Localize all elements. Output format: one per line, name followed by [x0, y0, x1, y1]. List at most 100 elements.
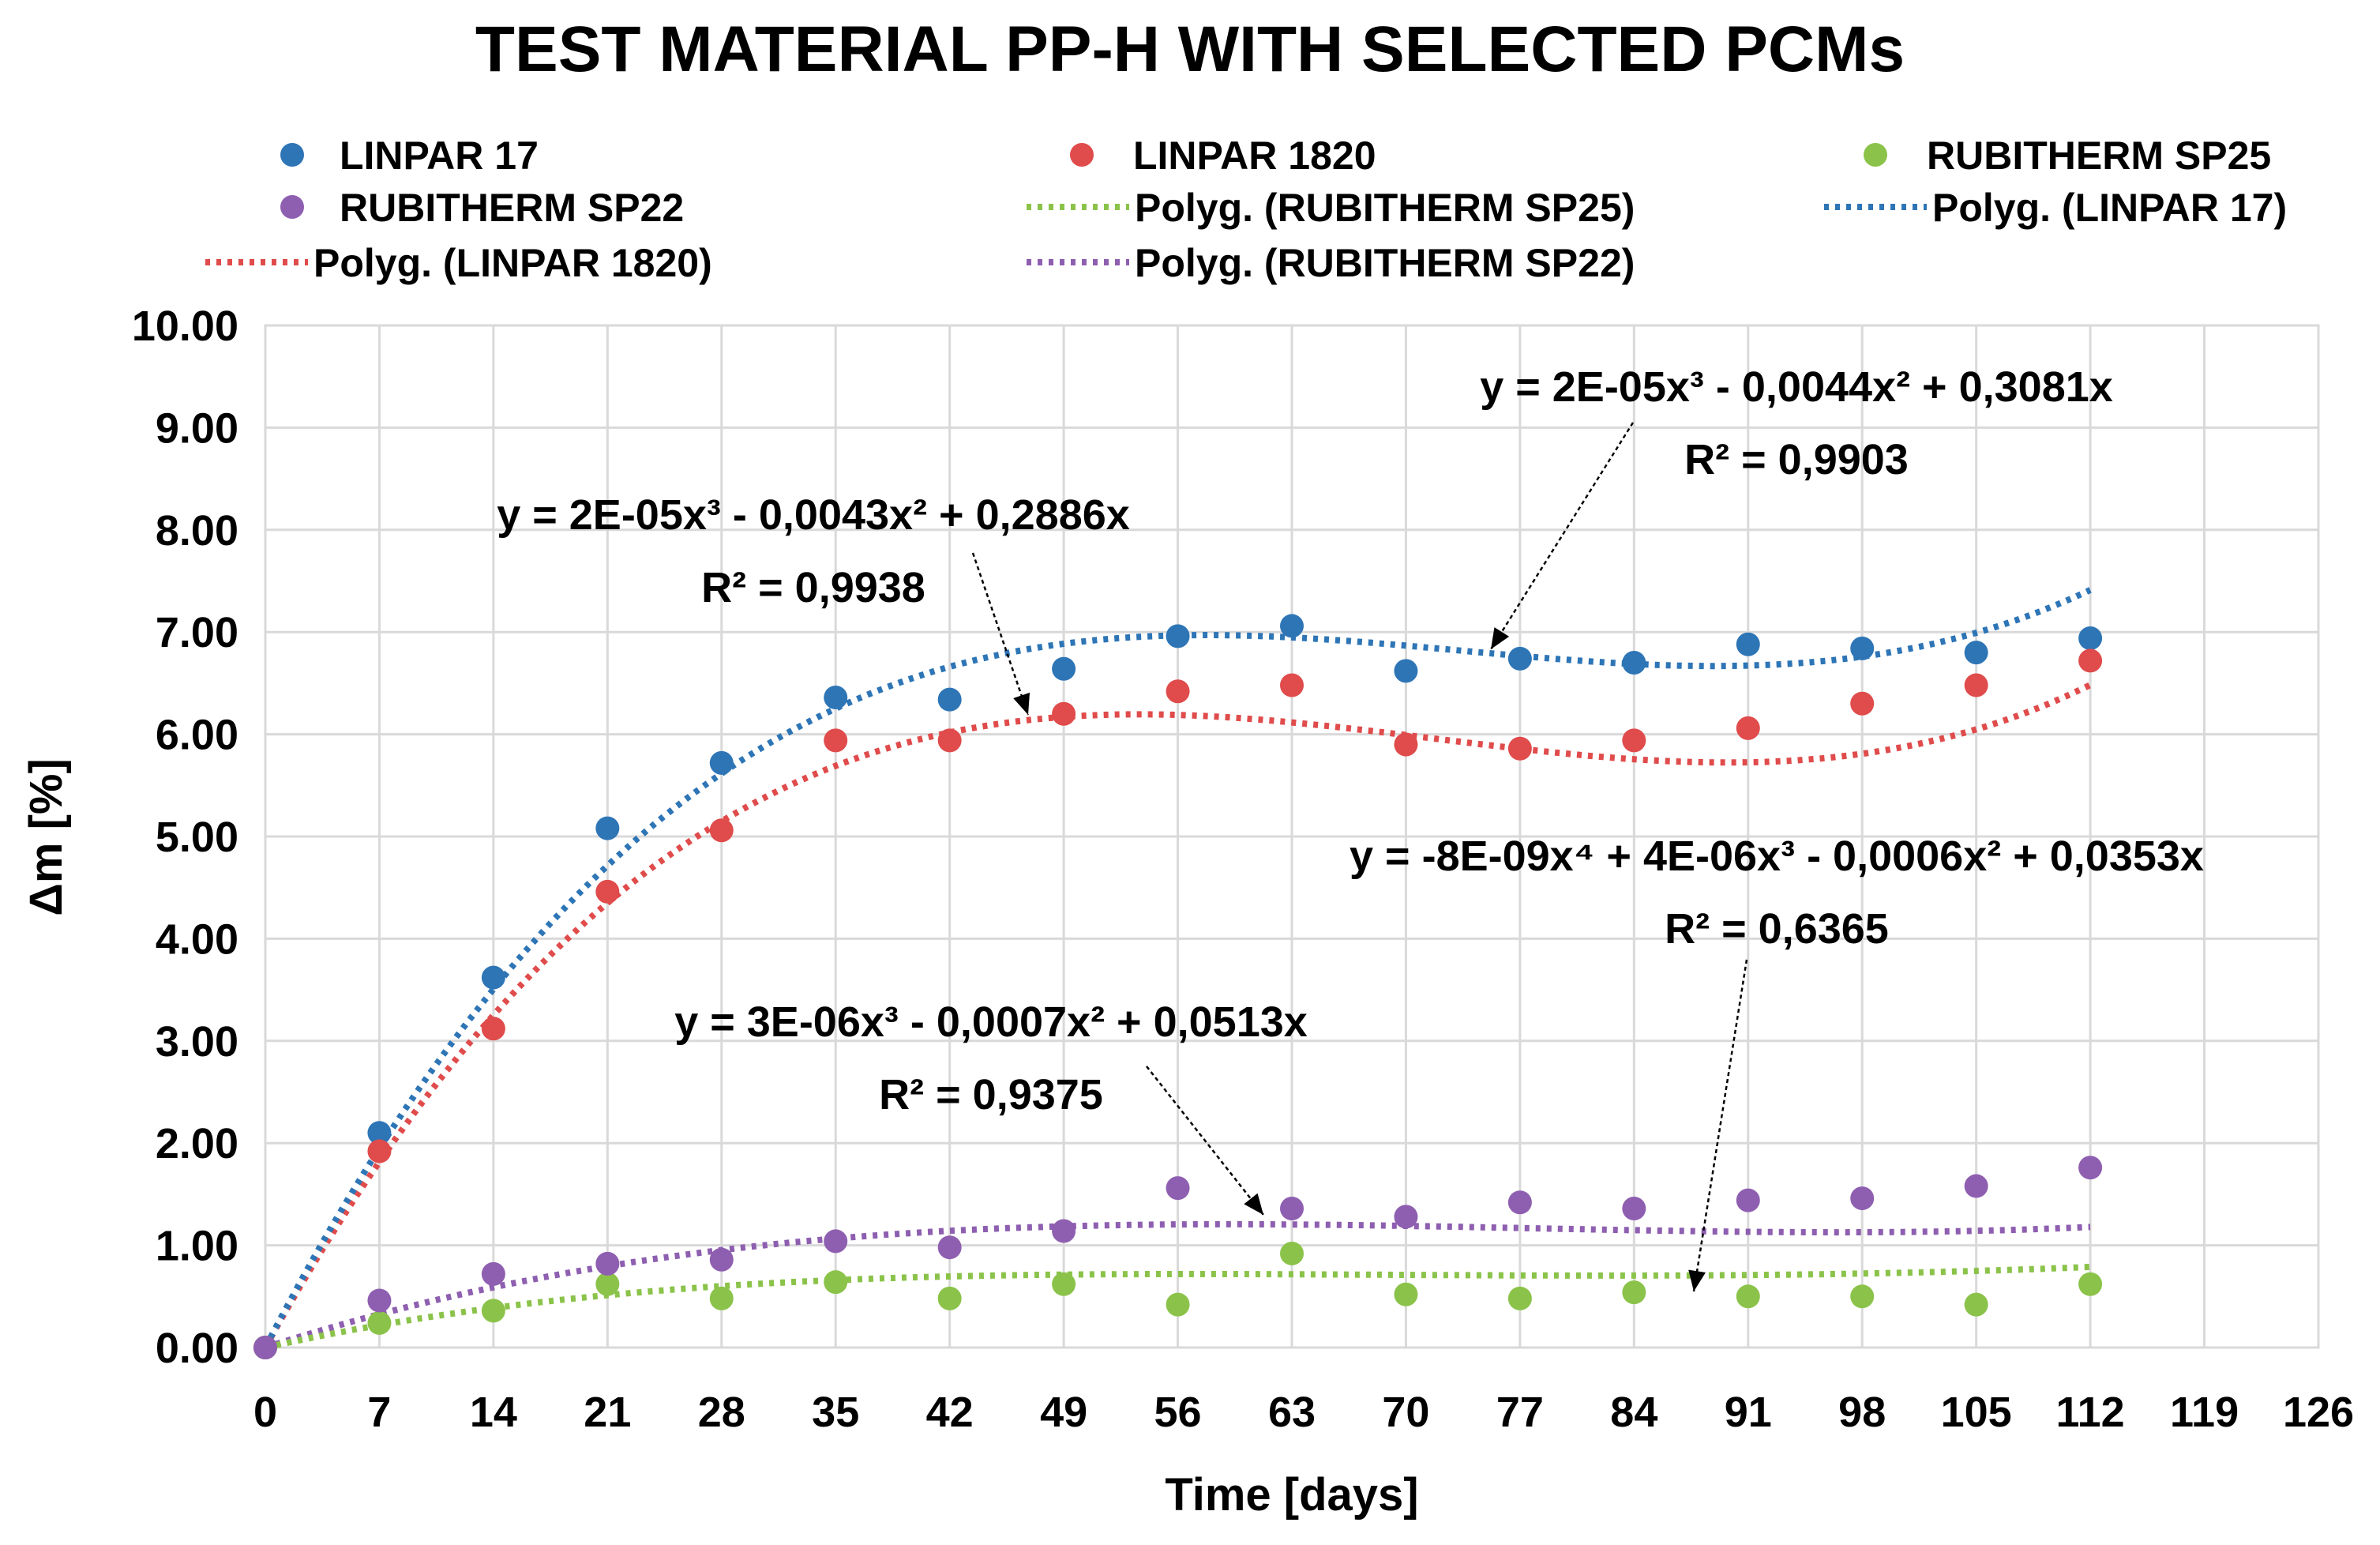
x-tick-label: 42	[926, 1389, 974, 1436]
point-rubitherm-sp25	[1052, 1272, 1076, 1296]
y-tick-label: 1.00	[156, 1223, 238, 1270]
point-linpar-17	[1964, 641, 1988, 665]
legend: LINPAR 17 LINPAR 1820 RUBITHERM SP25 RUB…	[205, 133, 2287, 285]
point-linpar-17	[1622, 651, 1646, 675]
point-rubitherm-sp22	[824, 1229, 848, 1254]
point-rubitherm-sp22	[1052, 1219, 1076, 1243]
y-tick-label: 0.00	[156, 1325, 238, 1372]
legend-item-rubitherm-sp22: RUBITHERM SP22	[280, 186, 684, 230]
y-tick-label: 10.00	[132, 303, 238, 350]
point-rubitherm-sp25	[1280, 1241, 1304, 1265]
point-rubitherm-sp25	[367, 1310, 392, 1335]
point-linpar-1820	[595, 879, 620, 904]
y-tick-label: 2.00	[156, 1120, 238, 1167]
point-rubitherm-sp22	[253, 1336, 277, 1359]
point-rubitherm-sp25	[1166, 1292, 1190, 1317]
legend-label-linpar-17: LINPAR 17	[340, 133, 539, 178]
arrow-linpar-1820-head	[1013, 692, 1030, 715]
r2-rubitherm-sp22: R² = 0,9375	[879, 1071, 1103, 1118]
point-linpar-17	[709, 750, 734, 775]
annotation-rubitherm-sp22: y = 3E-06x³ - 0,0007x² + 0,0513x R² = 0,…	[674, 998, 1308, 1118]
point-linpar-17	[1052, 656, 1076, 681]
equation-rubitherm-sp22: y = 3E-06x³ - 0,0007x² + 0,0513x	[674, 998, 1308, 1046]
point-linpar-1820	[2078, 648, 2103, 673]
x-tick-label: 91	[1725, 1389, 1772, 1436]
point-rubitherm-sp22	[937, 1235, 962, 1260]
point-linpar-1820	[709, 818, 734, 843]
chart-title: TEST MATERIAL PP-H WITH SELECTED PCMs	[475, 13, 1905, 85]
legend-label-rubitherm-sp22: RUBITHERM SP22	[340, 186, 684, 230]
point-rubitherm-sp25	[1736, 1284, 1760, 1309]
annotation-rubitherm-sp25: y = -8E-09x⁴ + 4E-06x³ - 0,0006x² + 0,03…	[1350, 833, 2204, 953]
arrow-linpar-17-head	[1491, 627, 1510, 649]
point-linpar-17	[595, 816, 620, 840]
legend-item-trend-rubitherm-sp22: Polyg. (RUBITHERM SP22)	[1027, 241, 1635, 285]
x-tick-label: 56	[1154, 1389, 1202, 1436]
x-tick-label: 0	[253, 1389, 277, 1436]
point-rubitherm-sp22	[481, 1261, 505, 1286]
x-tick-label: 112	[2056, 1389, 2125, 1436]
x-tick-label: 14	[470, 1389, 517, 1436]
point-rubitherm-sp25	[824, 1270, 848, 1295]
legend-label-trend-rubitherm-sp25: Polyg. (RUBITHERM SP25)	[1135, 186, 1635, 230]
annotation-linpar-17: y = 2E-05x³ - 0,0044x² + 0,3081x R² = 0,…	[1480, 363, 2113, 483]
point-rubitherm-sp25	[937, 1286, 962, 1310]
legend-label-linpar-1820: LINPAR 1820	[1133, 133, 1376, 178]
arrow-rubitherm-sp22-line	[1146, 1066, 1264, 1216]
x-tick-label: 70	[1382, 1389, 1429, 1436]
point-rubitherm-sp25	[1964, 1292, 1988, 1317]
point-rubitherm-sp25	[1850, 1284, 1875, 1309]
point-linpar-17	[1394, 659, 1418, 683]
x-tick-label: 77	[1496, 1389, 1544, 1436]
x-tick-label: 84	[1610, 1389, 1657, 1436]
r2-linpar-1820: R² = 0,9938	[701, 564, 925, 611]
y-tick-label: 5.00	[156, 814, 238, 861]
plot-area	[264, 324, 2320, 1349]
arrow-rubitherm-sp25	[1688, 959, 1748, 1292]
point-rubitherm-sp22	[367, 1288, 392, 1313]
point-rubitherm-sp22	[1622, 1197, 1646, 1221]
point-rubitherm-sp22	[2078, 1156, 2103, 1180]
x-axis-title: Time [days]	[1165, 1469, 1418, 1521]
point-rubitherm-sp25	[2078, 1272, 2103, 1296]
x-tick-label: 119	[2170, 1389, 2239, 1436]
point-rubitherm-sp22	[1166, 1176, 1190, 1201]
arrow-rubitherm-sp25-head	[1688, 1269, 1706, 1291]
point-rubitherm-sp22	[1507, 1190, 1532, 1215]
legend-item-linpar-1820: LINPAR 1820	[1070, 133, 1376, 178]
data-points	[253, 614, 2103, 1359]
y-axis-title: Δm [%]	[21, 758, 72, 916]
equation-rubitherm-sp25: y = -8E-09x⁴ + 4E-06x³ - 0,0006x² + 0,03…	[1350, 833, 2204, 880]
point-linpar-17	[367, 1121, 392, 1145]
legend-label-trend-linpar-1820: Polyg. (LINPAR 1820)	[313, 241, 712, 285]
r2-linpar-17: R² = 0,9903	[1684, 436, 1909, 483]
point-rubitherm-sp25	[1394, 1282, 1418, 1306]
arrow-rubitherm-sp25-line	[1692, 959, 1748, 1292]
point-rubitherm-sp22	[1736, 1188, 1760, 1212]
legend-item-trend-linpar-1820: Polyg. (LINPAR 1820)	[205, 241, 712, 285]
point-linpar-1820	[1964, 673, 1988, 697]
y-tick-label: 9.00	[156, 404, 238, 452]
x-tick-label: 98	[1838, 1389, 1886, 1436]
x-tick-label: 7	[367, 1389, 391, 1436]
point-rubitherm-sp22	[1394, 1205, 1418, 1229]
point-linpar-1820	[1280, 673, 1304, 697]
trendline-polyg-rubitherm-sp22	[264, 1220, 2091, 1351]
point-rubitherm-sp25	[1622, 1280, 1646, 1305]
y-axis-ticks: 0.00 1.00 2.00 3.00 4.00 5.00 6.00 7.00 8.00 9.00…	[132, 303, 238, 1372]
x-tick-label: 105	[1941, 1389, 2012, 1436]
arrow-rubitherm-sp22	[1146, 1066, 1264, 1216]
legend-label-rubitherm-sp25: RUBITHERM SP25	[1927, 133, 2271, 178]
point-linpar-1820	[481, 1017, 505, 1041]
x-tick-label: 63	[1268, 1389, 1316, 1436]
point-rubitherm-sp25	[481, 1299, 505, 1323]
point-linpar-1820	[1622, 728, 1646, 753]
point-linpar-17	[824, 686, 848, 710]
point-linpar-17	[481, 965, 505, 990]
point-rubitherm-sp25	[709, 1286, 734, 1310]
point-linpar-1820	[824, 728, 848, 753]
point-linpar-17	[937, 687, 962, 712]
point-rubitherm-sp25	[595, 1272, 620, 1296]
point-linpar-1820	[1394, 732, 1418, 757]
point-rubitherm-sp22	[595, 1251, 620, 1276]
